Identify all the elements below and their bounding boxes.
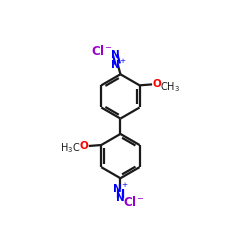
Text: N: N [111, 50, 120, 60]
Text: Cl$^{\!-}$: Cl$^{\!-}$ [91, 44, 112, 58]
Text: H$_3$C: H$_3$C [60, 142, 80, 155]
Text: N$^{\!+}$: N$^{\!+}$ [110, 58, 126, 70]
Text: N$^{\!+}$: N$^{\!+}$ [112, 182, 128, 195]
Text: O: O [152, 80, 161, 90]
Text: CH$_3$: CH$_3$ [160, 80, 180, 94]
Text: Cl$^{\!-}$: Cl$^{\!-}$ [123, 195, 144, 209]
Text: N: N [116, 194, 125, 203]
Text: O: O [80, 141, 88, 151]
